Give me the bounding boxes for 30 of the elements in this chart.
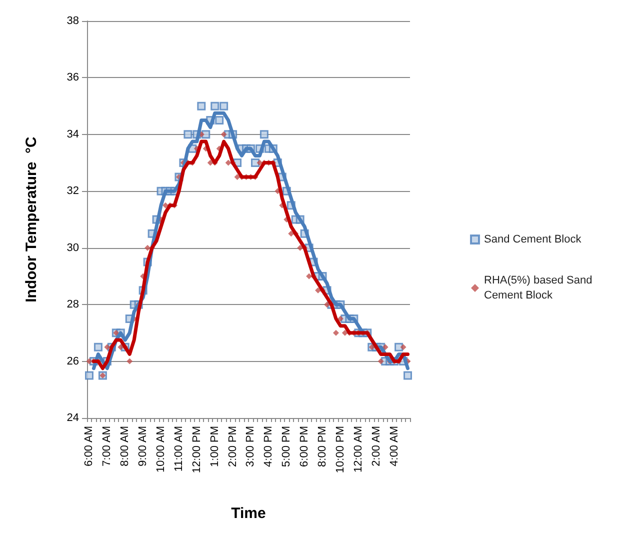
y-tick-label: 32 (66, 185, 79, 198)
y-tick-label: 36 (66, 72, 79, 84)
x-tick-label: 10:00 AM (155, 426, 168, 472)
y-tick-label: 24 (66, 412, 79, 424)
y-tick-label: 30 (66, 242, 79, 254)
y-tick-label: 34 (66, 128, 79, 140)
y-tick-label: 28 (66, 298, 79, 311)
x-tick-label: 1:00 PM (208, 426, 221, 467)
x-tick-label: 4:00 PM (262, 426, 275, 467)
x-tick-label: 11:00 AM (172, 426, 185, 472)
x-tick-label: 12:00 AM (352, 426, 364, 472)
x-tick-label: 4:00 AM (388, 426, 400, 466)
x-tick-label: 7:00 AM (101, 426, 114, 466)
x-tick-label: 3:00 PM (244, 426, 257, 467)
y-axis-title: Indoor Temperature °C (23, 136, 40, 302)
legend-label: Sand Cement Block (484, 234, 582, 246)
x-tick-label: 9:00 AM (137, 426, 150, 466)
y-tick-label: 26 (66, 355, 79, 368)
x-tick-label: 2:00 AM (370, 426, 382, 466)
x-tick-label: 8:00 AM (119, 426, 132, 466)
x-tick-label: 2:00 PM (226, 426, 239, 467)
x-tick-label: 6:00 AM (83, 426, 96, 466)
legend-label: RHA(5%) based Sand Cement Block (484, 274, 596, 302)
x-tick-label: 10:00 PM (334, 426, 346, 474)
x-tick-label: 5:00 PM (280, 426, 293, 467)
x-tick-label: 12:00 PM (190, 426, 203, 474)
y-tick-label: 38 (66, 15, 79, 27)
x-tick-label: 6:00 PM (298, 426, 311, 467)
x-axis-title: Time (231, 505, 266, 522)
x-tick-label: 8:00 PM (316, 426, 329, 467)
